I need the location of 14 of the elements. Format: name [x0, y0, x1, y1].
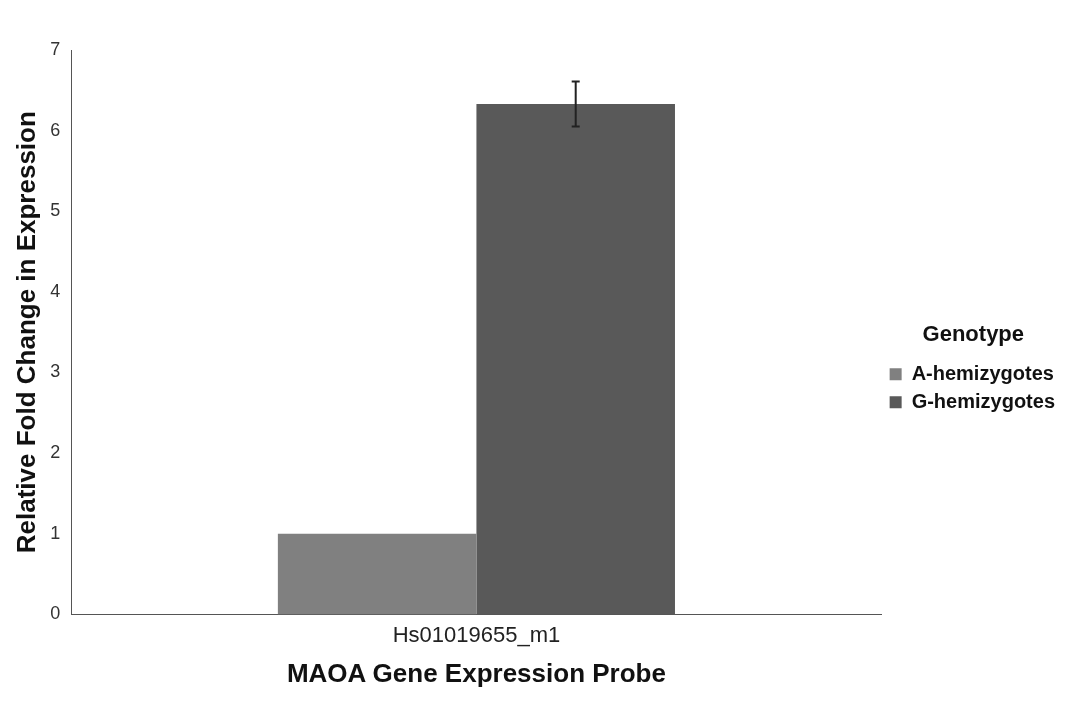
y-tick-label: 1: [50, 522, 61, 543]
y-tick-label: 4: [50, 280, 61, 301]
y-tick-label: 3: [50, 361, 61, 382]
legend-title: Genotype: [922, 320, 1025, 346]
x-tick-label: Hs01019655_m1: [392, 621, 561, 647]
legend-label: G-hemizygotes: [911, 389, 1055, 412]
y-tick-label: 7: [50, 38, 61, 59]
y-axis-title: Relative Fold Change in Expression: [10, 111, 41, 554]
y-tick-label: 6: [50, 119, 61, 140]
y-tick-label: 5: [50, 200, 61, 221]
y-tick-label: 0: [50, 603, 61, 624]
y-tick-label: 2: [50, 442, 61, 463]
legend-label: A-hemizygotes: [911, 361, 1054, 384]
x-axis-title: MAOA Gene Expression Probe: [286, 657, 666, 688]
